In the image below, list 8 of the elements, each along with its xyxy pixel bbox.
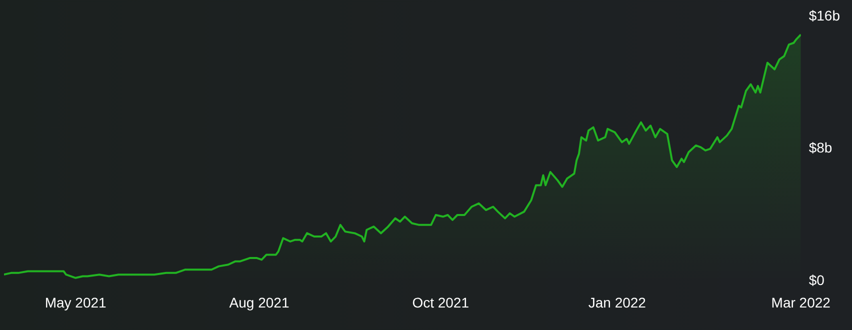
y-tick-label: $16b [808,7,840,24]
y-tick-label: $0 [808,272,825,288]
x-tick-label: Aug 2021 [229,294,290,310]
x-tick-label: Oct 2021 [412,294,470,310]
x-tick-label: Jan 2022 [588,294,646,310]
y-tick-label: $8b [808,140,832,156]
x-tick-label: May 2021 [44,294,107,310]
x-tick-label: Mar 2022 [771,294,831,310]
